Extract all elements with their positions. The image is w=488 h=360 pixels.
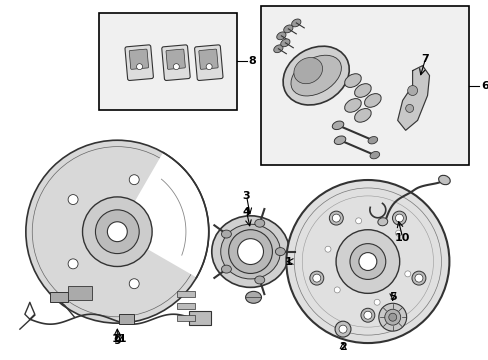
Ellipse shape — [332, 121, 343, 130]
Circle shape — [373, 299, 379, 305]
Circle shape — [237, 239, 263, 265]
Ellipse shape — [291, 19, 300, 27]
Bar — [261, 6, 468, 165]
Circle shape — [395, 214, 403, 222]
FancyBboxPatch shape — [166, 49, 185, 69]
Ellipse shape — [211, 216, 289, 287]
Circle shape — [338, 325, 346, 333]
Circle shape — [404, 271, 410, 277]
Text: 2: 2 — [339, 342, 346, 352]
Ellipse shape — [254, 276, 264, 284]
Wedge shape — [117, 153, 207, 277]
Ellipse shape — [254, 219, 264, 227]
FancyBboxPatch shape — [162, 45, 190, 81]
Ellipse shape — [367, 136, 377, 144]
Ellipse shape — [245, 291, 261, 303]
Circle shape — [384, 309, 400, 325]
Circle shape — [388, 313, 396, 321]
Ellipse shape — [344, 99, 361, 112]
Circle shape — [68, 259, 78, 269]
Ellipse shape — [275, 248, 285, 256]
Circle shape — [334, 287, 340, 293]
Circle shape — [335, 230, 399, 293]
Circle shape — [129, 175, 139, 185]
Circle shape — [334, 321, 350, 337]
Ellipse shape — [334, 136, 345, 144]
Bar — [177, 303, 195, 309]
Circle shape — [355, 218, 361, 224]
Ellipse shape — [283, 46, 348, 105]
Circle shape — [358, 253, 376, 270]
Bar — [119, 314, 134, 324]
Circle shape — [414, 274, 422, 282]
Ellipse shape — [276, 32, 285, 40]
Bar — [177, 315, 195, 321]
Text: 9: 9 — [113, 336, 121, 346]
FancyBboxPatch shape — [194, 45, 223, 81]
Circle shape — [206, 64, 212, 69]
FancyBboxPatch shape — [125, 45, 153, 81]
Text: 6: 6 — [480, 81, 488, 91]
Ellipse shape — [364, 94, 380, 107]
Bar — [50, 292, 67, 302]
Bar — [177, 291, 195, 297]
Circle shape — [136, 64, 142, 69]
Text: 1: 1 — [284, 257, 292, 266]
Circle shape — [82, 197, 152, 266]
Bar — [188, 311, 210, 325]
Bar — [67, 287, 92, 300]
Text: 8: 8 — [248, 56, 256, 66]
Circle shape — [129, 279, 139, 289]
Text: 10: 10 — [394, 233, 409, 243]
Text: 3: 3 — [242, 191, 250, 201]
Circle shape — [363, 311, 371, 319]
Ellipse shape — [283, 25, 292, 33]
Ellipse shape — [438, 175, 449, 185]
Ellipse shape — [354, 84, 370, 97]
Circle shape — [173, 64, 179, 69]
Ellipse shape — [280, 39, 289, 47]
Ellipse shape — [220, 224, 280, 279]
Circle shape — [378, 303, 406, 331]
Ellipse shape — [293, 58, 322, 84]
Circle shape — [329, 211, 343, 225]
Circle shape — [107, 222, 127, 242]
Text: 4: 4 — [242, 207, 250, 217]
Circle shape — [68, 195, 78, 204]
Ellipse shape — [377, 218, 387, 226]
Circle shape — [309, 271, 323, 285]
FancyBboxPatch shape — [199, 49, 218, 69]
Text: 5: 5 — [388, 292, 396, 302]
FancyBboxPatch shape — [129, 49, 148, 69]
Text: 11: 11 — [111, 334, 127, 344]
Circle shape — [312, 274, 320, 282]
Ellipse shape — [354, 108, 370, 122]
Ellipse shape — [369, 152, 379, 159]
Circle shape — [286, 180, 448, 343]
Ellipse shape — [290, 55, 341, 96]
Circle shape — [26, 140, 208, 323]
Circle shape — [325, 246, 330, 252]
Circle shape — [405, 104, 413, 112]
Bar — [99, 13, 236, 111]
Circle shape — [407, 86, 417, 95]
Text: 7: 7 — [421, 54, 428, 64]
Ellipse shape — [221, 265, 231, 273]
Circle shape — [349, 244, 385, 279]
Circle shape — [228, 230, 272, 274]
Circle shape — [395, 230, 401, 236]
Circle shape — [95, 210, 139, 253]
Circle shape — [392, 211, 406, 225]
Circle shape — [411, 271, 425, 285]
Polygon shape — [397, 66, 428, 130]
Ellipse shape — [273, 45, 283, 53]
Ellipse shape — [221, 230, 231, 238]
Ellipse shape — [344, 74, 361, 87]
Circle shape — [332, 214, 340, 222]
Circle shape — [360, 308, 374, 322]
